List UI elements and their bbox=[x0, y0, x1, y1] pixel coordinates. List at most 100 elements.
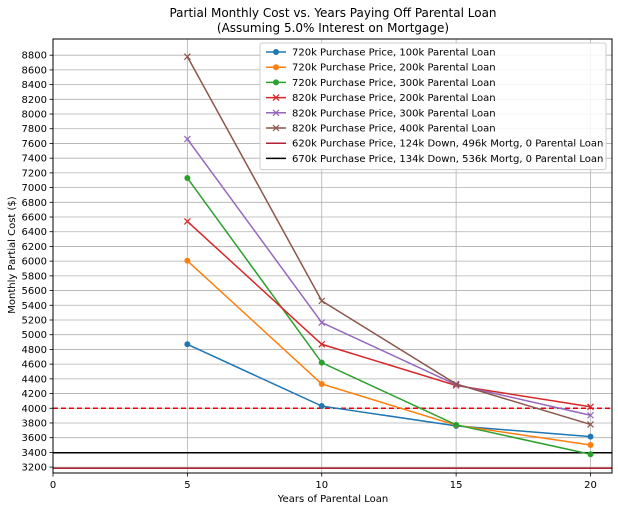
data-point bbox=[272, 124, 280, 132]
reference-lines bbox=[53, 407, 612, 469]
data-point bbox=[318, 297, 326, 305]
series-line bbox=[186, 56, 591, 426]
marker-stroke bbox=[587, 421, 594, 428]
series-line bbox=[186, 220, 591, 408]
series bbox=[183, 135, 594, 419]
data-point bbox=[273, 79, 279, 86]
tick-layer: 0 5 10 15 20 3200 3400 3600 3800 4000 4200 4400 4600… bbox=[22, 51, 597, 491]
data-point bbox=[587, 403, 594, 411]
data-point bbox=[272, 109, 280, 117]
marker-stroke bbox=[318, 297, 326, 305]
y-tick-label: 8200 bbox=[22, 95, 47, 106]
chart-title: Partial Monthly Cost vs. Years Paying Of… bbox=[169, 6, 496, 20]
data-point bbox=[273, 49, 279, 55]
legend-item: 720k Purchase Price, 300k Parental Loan bbox=[266, 78, 496, 89]
series bbox=[183, 53, 594, 428]
legend-label: 820k Purchase Price, 400k Parental Loan bbox=[292, 124, 496, 135]
series-line bbox=[187, 343, 591, 438]
y-tick-label: 8600 bbox=[22, 65, 47, 76]
legend-item: 820k Purchase Price, 200k Parental Loan bbox=[266, 93, 496, 104]
data-point bbox=[318, 403, 325, 410]
data-point bbox=[183, 53, 191, 61]
data-point bbox=[587, 442, 594, 449]
y-tick-label: 6000 bbox=[22, 257, 47, 268]
y-tick-label: 4600 bbox=[22, 360, 47, 371]
y-axis-label: Monthly Partial Cost ($) bbox=[7, 196, 18, 313]
data-point bbox=[184, 175, 191, 182]
y-tick-label: 3400 bbox=[22, 448, 47, 459]
legend-box bbox=[259, 42, 607, 171]
marker-stroke bbox=[183, 53, 191, 61]
legend-label: 820k Purchase Price, 300k Parental Loan bbox=[292, 108, 496, 119]
chart-subtitle: (Assuming 5.0% Interest on Mortgage) bbox=[217, 21, 449, 35]
y-tick-label: 4400 bbox=[22, 374, 47, 385]
y-tick-label: 6600 bbox=[22, 213, 47, 224]
data-point bbox=[587, 433, 594, 440]
data-point bbox=[318, 319, 326, 326]
y-tick-label: 5200 bbox=[22, 315, 47, 326]
series-line bbox=[186, 138, 591, 416]
y-tick-label: 5000 bbox=[22, 330, 47, 341]
x-tick-label: 0 bbox=[50, 480, 56, 491]
legend-label: 670k Purchase Price, 134k Down, 536k Mor… bbox=[292, 154, 603, 165]
data-point bbox=[318, 380, 325, 387]
data-point bbox=[587, 421, 594, 428]
data-point bbox=[453, 421, 460, 428]
legend-item: 820k Purchase Price, 400k Parental Loan bbox=[266, 124, 496, 135]
y-tick-label: 4000 bbox=[22, 404, 47, 415]
marker-stroke bbox=[318, 319, 326, 326]
data-point bbox=[452, 380, 460, 388]
x-tick-label: 20 bbox=[584, 480, 597, 491]
marker-stroke bbox=[318, 340, 326, 348]
marker-stroke bbox=[183, 218, 191, 225]
y-tick-label: 6800 bbox=[22, 198, 47, 209]
y-tick-label: 5800 bbox=[22, 271, 47, 282]
y-tick-label: 8400 bbox=[22, 80, 47, 91]
x-tick-label: 5 bbox=[184, 480, 190, 491]
legend-label: 820k Purchase Price, 200k Parental Loan bbox=[292, 93, 496, 104]
y-tick-label: 3800 bbox=[22, 418, 47, 429]
legend-item: 720k Purchase Price, 200k Parental Loan bbox=[266, 63, 496, 74]
y-tick-label: 4200 bbox=[22, 389, 47, 400]
data-point bbox=[587, 411, 594, 419]
legend-item: 620k Purchase Price, 124k Down, 496k Mor… bbox=[266, 139, 603, 150]
legend-item: 720k Purchase Price, 100k Parental Loan bbox=[266, 48, 496, 59]
marker-stroke bbox=[272, 124, 280, 132]
legend-label: 620k Purchase Price, 124k Down, 496k Mor… bbox=[292, 139, 603, 150]
y-tick-label: 4800 bbox=[22, 345, 47, 356]
y-tick-label: 7200 bbox=[22, 168, 47, 179]
legend: 720k Purchase Price, 100k Parental Loan 7… bbox=[259, 42, 607, 171]
y-tick-label: 7400 bbox=[22, 154, 47, 165]
marker-stroke bbox=[587, 411, 594, 419]
data-point bbox=[273, 64, 279, 71]
data-point bbox=[183, 218, 191, 225]
y-tick-label: 7600 bbox=[22, 139, 47, 150]
data-point bbox=[184, 341, 191, 348]
series bbox=[184, 175, 594, 458]
y-tick-label: 5400 bbox=[22, 301, 47, 312]
marker-stroke bbox=[272, 109, 280, 117]
y-tick-label: 8000 bbox=[22, 110, 47, 121]
legend-item: 820k Purchase Price, 300k Parental Loan bbox=[266, 108, 496, 119]
marker-stroke bbox=[183, 135, 191, 143]
series-line bbox=[186, 177, 591, 455]
x-tick-label: 15 bbox=[450, 480, 463, 491]
plot-frame bbox=[52, 38, 613, 474]
legend-label: 720k Purchase Price, 100k Parental Loan bbox=[292, 48, 496, 59]
legend-item: 670k Purchase Price, 134k Down, 536k Mor… bbox=[266, 154, 603, 165]
marker-stroke bbox=[452, 380, 460, 388]
marker-stroke bbox=[272, 94, 280, 102]
legend-label: 720k Purchase Price, 200k Parental Loan bbox=[292, 63, 496, 74]
y-tick-label: 6400 bbox=[22, 227, 47, 238]
data-point bbox=[183, 135, 191, 143]
data-point bbox=[272, 94, 280, 102]
series-line bbox=[186, 260, 591, 446]
y-tick-label: 3600 bbox=[22, 433, 47, 444]
y-tick-label: 5600 bbox=[22, 286, 47, 297]
marker-stroke bbox=[587, 403, 594, 411]
y-tick-label: 3200 bbox=[22, 463, 47, 474]
series-layer bbox=[183, 53, 594, 458]
series bbox=[184, 341, 594, 440]
y-tick-label: 7800 bbox=[22, 124, 47, 135]
